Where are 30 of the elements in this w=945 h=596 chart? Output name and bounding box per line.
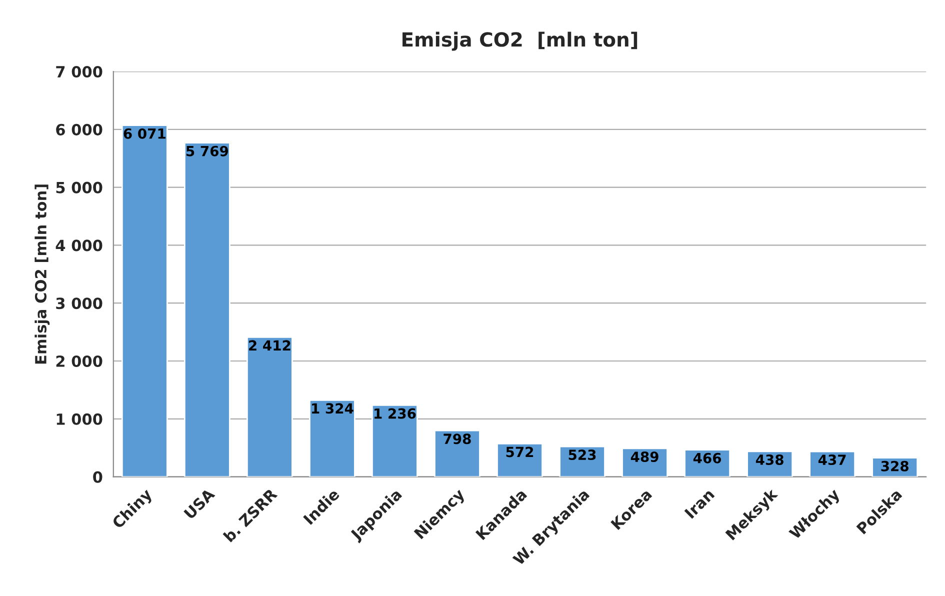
y-tick-label: 1 000 xyxy=(56,413,102,425)
data-label: 5 769 xyxy=(186,146,228,156)
data-label: 489 xyxy=(630,452,658,462)
bar xyxy=(372,404,418,477)
y-axis-title: Emisja CO2 [mln ton] xyxy=(34,184,50,364)
data-label: 523 xyxy=(568,450,596,460)
chart-title: Emisja CO2 [mln ton] xyxy=(402,32,638,51)
y-tick-label: 6 000 xyxy=(56,124,102,136)
data-label: 798 xyxy=(444,434,471,444)
y-tick-label: 3 000 xyxy=(56,298,102,310)
data-label: 6 071 xyxy=(124,128,166,139)
y-tick-label: 4 000 xyxy=(56,240,102,252)
data-label: 438 xyxy=(756,454,784,465)
data-label: 1 236 xyxy=(374,408,416,419)
data-label: 1 324 xyxy=(312,403,354,414)
data-label: 437 xyxy=(818,454,846,466)
y-tick-label: 2 000 xyxy=(56,355,102,368)
y-tick-label: 0 xyxy=(93,471,102,483)
bar xyxy=(121,124,168,477)
bar xyxy=(184,142,230,477)
y-tick-label: 7 000 xyxy=(56,66,102,78)
bar xyxy=(496,442,543,477)
data-label: 328 xyxy=(881,460,908,472)
data-label: 466 xyxy=(693,452,722,464)
y-tick-label: 5 000 xyxy=(56,182,102,194)
bar xyxy=(246,336,293,477)
data-label: 572 xyxy=(506,446,534,458)
bar xyxy=(309,399,356,477)
bar xyxy=(434,430,480,477)
data-label: 2 412 xyxy=(249,340,290,350)
